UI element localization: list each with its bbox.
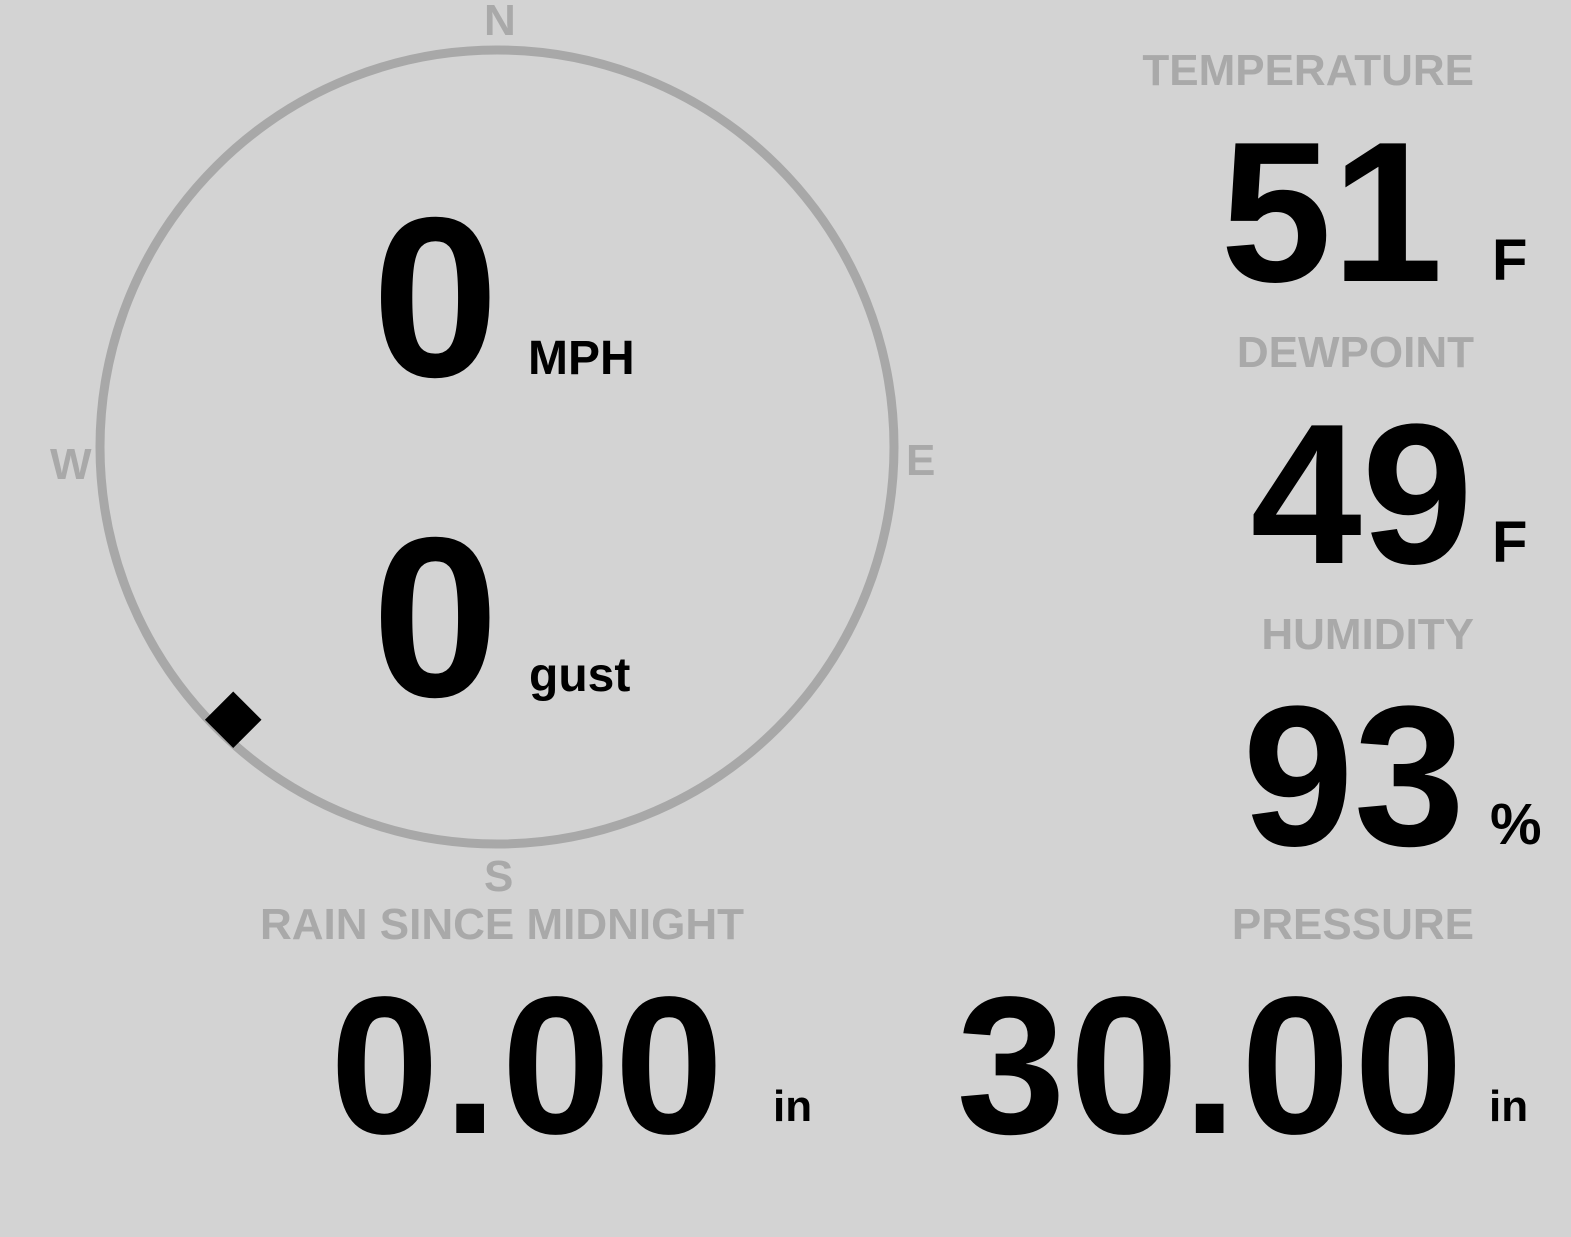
rain-value: 0.00 — [330, 956, 728, 1175]
compass-north: N — [484, 0, 516, 45]
dewpoint-label: DEWPOINT — [1236, 328, 1474, 377]
humidity-unit: % — [1490, 792, 1542, 857]
wind-compass — [95, 45, 899, 849]
wind-gust-unit: gust — [529, 649, 631, 702]
wind-direction-marker — [204, 691, 262, 749]
wind-gust-value: 0 — [372, 491, 499, 745]
humidity-value: 93 — [1242, 665, 1465, 888]
dewpoint-unit: F — [1492, 510, 1528, 575]
compass-east: E — [906, 436, 936, 485]
pressure-value: 30.00 — [956, 956, 1467, 1175]
compass-south: S — [484, 852, 514, 901]
wind-speed-value: 0 — [372, 171, 499, 425]
rain-label: RAIN SINCE MIDNIGHT — [260, 900, 744, 949]
wind-speed-unit: MPH — [528, 332, 635, 385]
temperature-value: 51 — [1220, 101, 1443, 324]
dewpoint-value: 49 — [1250, 383, 1473, 606]
pressure-label: PRESSURE — [1231, 900, 1474, 949]
rain-unit: in — [773, 1082, 813, 1131]
compass-west: W — [50, 440, 92, 489]
humidity-label: HUMIDITY — [1261, 610, 1474, 659]
pressure-unit: in — [1489, 1082, 1529, 1131]
temperature-unit: F — [1492, 228, 1528, 293]
temperature-label: TEMPERATURE — [1142, 46, 1474, 95]
compass-ring — [95, 45, 899, 849]
